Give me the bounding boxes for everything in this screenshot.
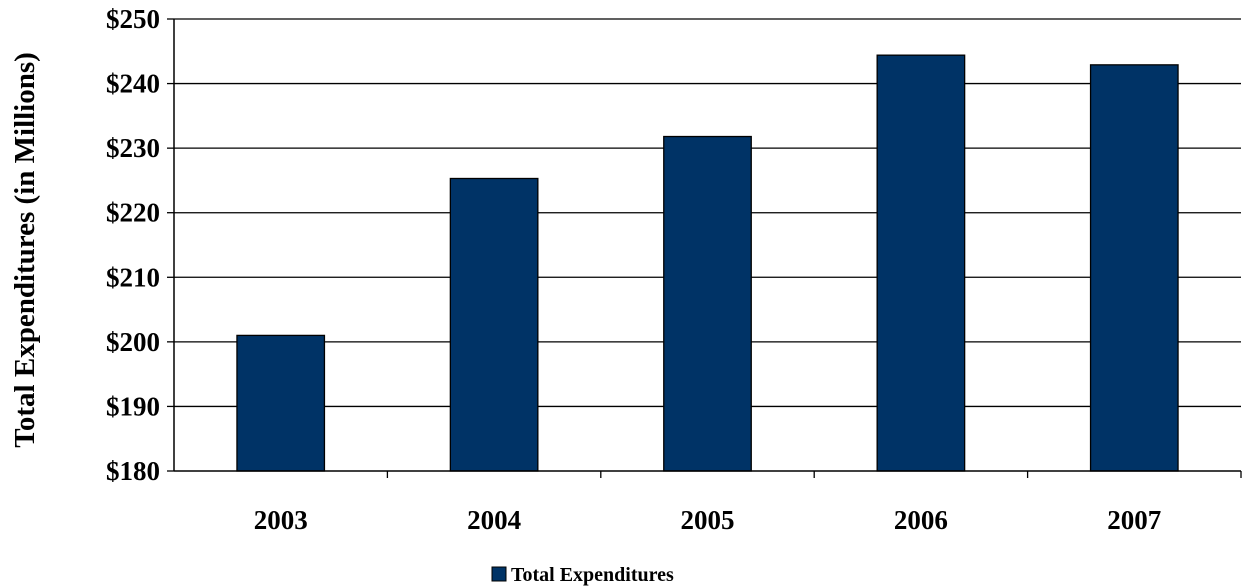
bar: [1089, 64, 1179, 472]
legend: Total Expenditures: [491, 564, 674, 586]
bar: [236, 334, 326, 472]
legend-label: Total Expenditures: [511, 564, 674, 586]
bar: [876, 54, 966, 472]
x-tick-label: 2006: [894, 505, 948, 535]
x-tick-label: 2004: [467, 505, 521, 535]
bar: [663, 135, 752, 472]
legend-swatch: [491, 566, 507, 582]
x-axis-ticks: 2003 2004 2005 2006 2007: [254, 471, 1242, 535]
bar: [449, 177, 539, 472]
y-tick-label: $240: [106, 69, 160, 99]
y-tick-label: $190: [106, 391, 160, 421]
y-tick-label: $220: [106, 198, 160, 228]
x-tick-label: 2003: [254, 505, 308, 535]
bars: [236, 54, 1179, 472]
y-tick-label: $230: [106, 133, 160, 163]
y-tick-label: $250: [106, 4, 160, 34]
y-tick-label: $210: [106, 262, 160, 292]
y-tick-label: $180: [106, 456, 160, 486]
x-tick-label: 2007: [1107, 505, 1161, 535]
y-axis-title: Total Expenditures (in Millions): [9, 52, 41, 448]
y-tick-label: $200: [106, 327, 160, 357]
y-axis-ticks: $180 $190 $200 $210 $220 $230 $240 $250: [106, 4, 174, 486]
x-tick-label: 2005: [681, 505, 735, 535]
